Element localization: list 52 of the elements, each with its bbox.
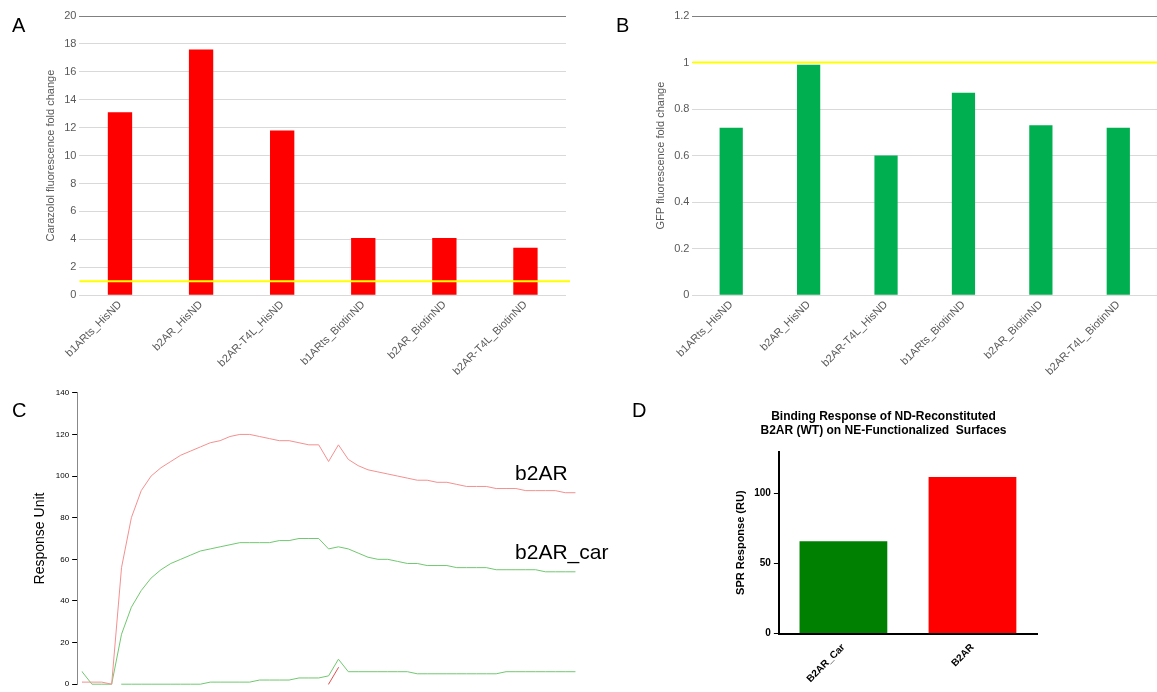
y-tick-label: 1.2: [674, 9, 690, 22]
series-label: b2AR_car: [515, 540, 609, 565]
y-axis-title: SPR Response (RU): [733, 490, 746, 595]
y-tick-label: 14: [64, 92, 77, 105]
y-tick-label: 16: [64, 64, 77, 77]
y-tick-label: 8: [70, 176, 77, 189]
y-tick-label: 140: [55, 388, 70, 397]
bar: [107, 112, 133, 295]
y-tick-label: 20: [64, 9, 77, 22]
y-tick-label: 40: [60, 596, 70, 606]
bar: [719, 127, 743, 295]
y-tick-label: 0.6: [674, 148, 690, 161]
y-tick-label: 80: [60, 512, 70, 522]
y-tick-label: 12: [64, 120, 77, 133]
y-tick-label: 100: [754, 487, 772, 499]
bar: [513, 247, 538, 295]
bar: [797, 64, 821, 295]
y-tick-label: 1: [683, 55, 690, 68]
y-tick-label: 120: [55, 429, 70, 439]
text: A: [12, 14, 26, 37]
y-axis-title: GFP fluorescence fold change: [653, 81, 666, 230]
y-tick-label: 0.4: [674, 195, 690, 208]
y-tick-label: 6: [70, 204, 77, 217]
y-tick-label: 0: [765, 627, 772, 639]
y-tick-label: 4: [70, 232, 77, 245]
y-tick-label: 0: [683, 288, 690, 301]
y-tick-label: 0: [64, 679, 70, 689]
text: D: [632, 399, 647, 422]
bar: [432, 237, 457, 295]
bar: [270, 130, 295, 295]
series-label: b2AR: [515, 461, 568, 485]
bar: [1106, 127, 1130, 295]
y-tick-label: 10: [64, 148, 77, 161]
y-axis-title: Response Unit: [31, 492, 48, 585]
chart-title: Binding Response of ND-Reconstituted B2AR (WT) on NE-Functionalized Surfaces: [760, 408, 1007, 437]
text: C: [12, 399, 27, 422]
bar: [188, 49, 214, 295]
y-tick-label: 100: [55, 471, 70, 481]
y-tick-label: 20: [60, 637, 70, 647]
bar: [874, 155, 898, 295]
bar: [951, 92, 976, 295]
y-tick-label: 18: [64, 36, 77, 49]
y-tick-label: 2: [70, 260, 77, 273]
y-tick-label: 0.2: [674, 241, 690, 254]
text: B: [616, 14, 630, 37]
y-tick-label: 0.8: [674, 102, 690, 115]
y-tick-label: 60: [60, 554, 70, 564]
bar: [351, 237, 376, 295]
y-tick-label: 50: [759, 557, 772, 569]
y-tick-label: 0: [70, 288, 77, 301]
y-axis-title: Carazolol fluorescence fold change: [43, 69, 56, 242]
bar: [1029, 125, 1053, 295]
